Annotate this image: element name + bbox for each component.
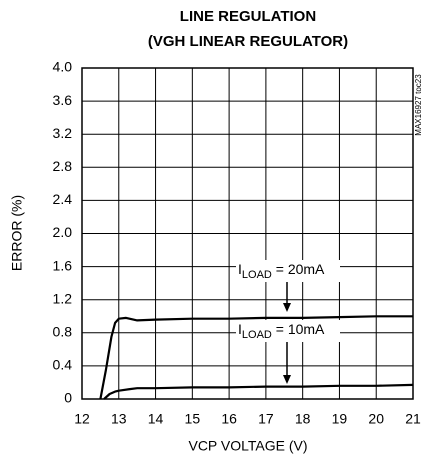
annotation-bg: [236, 320, 340, 342]
y-tick-label: 0.8: [53, 324, 73, 340]
chart-title: LINE REGULATION: [180, 8, 316, 25]
y-tick-label: 2.0: [53, 224, 73, 240]
annotation: ILOAD = 20mA: [238, 261, 325, 281]
x-tick-label: 16: [221, 411, 237, 427]
line-series: [103, 383, 414, 400]
x-tick-label: 18: [295, 411, 311, 427]
side-note: MAX16927 toc23: [414, 74, 423, 136]
annotation-subscript: LOAD: [242, 269, 272, 281]
x-tick-label: 21: [405, 411, 421, 427]
annotation-bg: [236, 260, 340, 282]
y-tick-label: 0: [64, 390, 72, 406]
annotation-subscript: LOAD: [242, 329, 272, 341]
plot-border: [81, 67, 414, 400]
line-series: [99, 315, 413, 400]
x-tick-label: 13: [111, 411, 127, 427]
chart-title: (VGH LINEAR REGULATOR): [148, 33, 348, 50]
x-axis-title: VCP VOLTAGE (V): [188, 438, 307, 454]
x-tick-label: 19: [332, 411, 348, 427]
y-tick-label: 1.2: [53, 290, 73, 306]
annotation-text: = 10mA: [272, 321, 325, 337]
x-tick-label: 17: [258, 411, 274, 427]
y-tick-label: 3.6: [53, 92, 73, 108]
arrow-head: [283, 303, 291, 312]
annotation-text: = 20mA: [272, 261, 325, 277]
annotation-symbol: I: [238, 261, 242, 277]
y-tick-label: 1.6: [53, 257, 73, 273]
x-tick-label: 15: [185, 411, 201, 427]
y-tick-label: 3.2: [53, 125, 73, 141]
x-tick-label: 14: [148, 411, 164, 427]
x-tick-label: 20: [368, 411, 384, 427]
y-tick-label: 4.0: [53, 59, 73, 75]
annotation-symbol: I: [238, 321, 242, 337]
y-axis-title: ERROR (%): [9, 195, 25, 271]
y-tick-label: 2.4: [53, 191, 73, 207]
y-tick-label: 0.4: [53, 357, 73, 373]
x-tick-label: 12: [74, 411, 90, 427]
annotation: ILOAD = 10mA: [238, 321, 325, 341]
arrow-head: [283, 375, 291, 384]
y-tick-label: 2.8: [53, 158, 73, 174]
